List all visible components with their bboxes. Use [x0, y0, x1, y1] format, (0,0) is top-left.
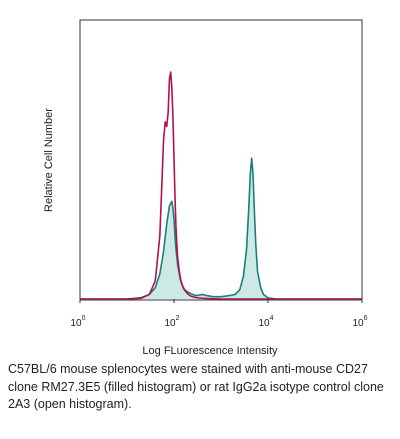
figure-caption: C57BL/6 mouse splenocytes were stained w… — [8, 362, 384, 411]
x-ticks: 100 102 104 106 — [70, 299, 368, 329]
open-histogram-line — [80, 71, 362, 300]
x-tick-label: 104 — [258, 315, 273, 329]
y-axis-label: Relative Cell Number — [43, 108, 55, 212]
x-tick-label: 106 — [352, 315, 367, 329]
filled-histogram-line — [80, 157, 362, 300]
x-tick-label: 102 — [164, 315, 179, 329]
series-layer — [80, 71, 362, 300]
plot-frame — [79, 19, 363, 301]
x-axis-label: Log FLuorescence Intensity — [142, 345, 278, 357]
x-tick-label: 100 — [70, 315, 85, 329]
histogram-plot: 100 102 104 106 Log FLuorescence Intensity … — [43, 19, 368, 357]
filled-histogram-area — [80, 158, 362, 299]
